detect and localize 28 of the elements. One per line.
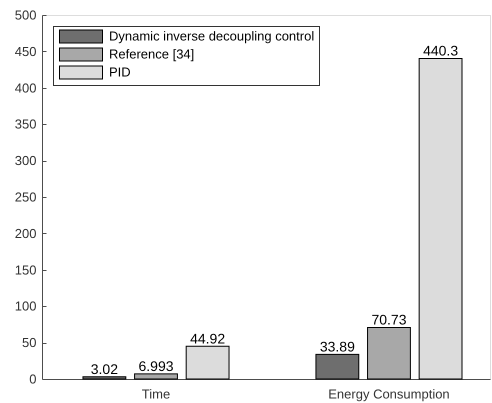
bar — [134, 373, 178, 380]
data-label: 3.02 — [90, 360, 118, 377]
bar — [418, 58, 463, 380]
bar — [315, 354, 360, 380]
bar — [82, 376, 126, 380]
bar — [186, 346, 230, 380]
data-label: 6.993 — [138, 358, 174, 374]
x-tick-label: Energy Consumption — [328, 386, 450, 402]
y-tick-label: 50 — [22, 335, 36, 350]
data-label: 44.92 — [190, 330, 226, 346]
y-tick-label: 300 — [14, 153, 36, 168]
legend-label: PID — [109, 64, 131, 80]
y-tick-label: 450 — [14, 44, 36, 59]
y-tick-label: 500 — [14, 8, 36, 22]
x-tick-label: Time — [142, 386, 170, 402]
y-tick-label: 400 — [14, 80, 36, 96]
bar — [367, 327, 411, 380]
data-label: 70.73 — [371, 312, 407, 328]
y-tick-label: 100 — [14, 298, 36, 314]
legend-label: Reference [34] — [109, 46, 194, 62]
y-tick-label: 150 — [14, 262, 36, 278]
y-tick-label: 250 — [14, 190, 36, 204]
y-tick-label: 0 — [29, 372, 36, 386]
y-tick-label: 200 — [14, 226, 36, 241]
legend-label: Dynamic inverse decoupling control — [109, 28, 314, 44]
y-tick-label: 350 — [14, 116, 36, 132]
data-label: 33.89 — [320, 338, 356, 354]
data-label: 440.3 — [423, 42, 458, 58]
